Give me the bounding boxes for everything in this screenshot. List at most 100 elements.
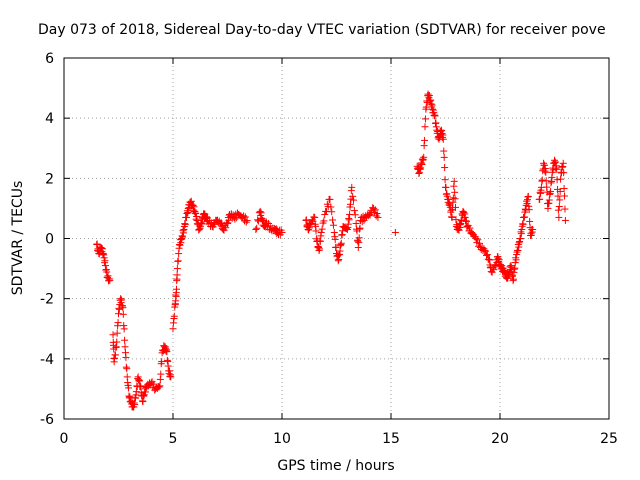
data-point (373, 210, 381, 218)
data-point (421, 136, 429, 144)
y-tick-label: 2 (45, 171, 54, 187)
data-point (370, 204, 378, 212)
data-point (525, 206, 533, 214)
data-point (326, 195, 334, 203)
data-point (554, 206, 562, 214)
y-tick-label: 0 (45, 232, 54, 248)
data-point (332, 243, 340, 251)
data-point (555, 202, 563, 210)
data-point (170, 312, 178, 320)
data-point (421, 115, 429, 123)
data-point (371, 206, 379, 214)
data-point (452, 203, 460, 211)
data-point (318, 225, 326, 233)
data-point (120, 325, 128, 333)
data-point (440, 153, 448, 161)
data-point (441, 164, 449, 172)
data-point (172, 285, 180, 293)
chart-title: Day 073 of 2018, Sidereal Day-to-day VTE… (38, 22, 606, 38)
data-point (337, 239, 345, 247)
x-tick-label: 20 (491, 431, 509, 447)
data-point (561, 192, 569, 200)
data-point (556, 196, 564, 204)
data-point (329, 221, 337, 229)
data-point (529, 225, 537, 233)
data-point (179, 233, 187, 241)
data-point (317, 228, 325, 236)
data-point (526, 217, 534, 225)
data-point (554, 192, 562, 200)
data-point (155, 383, 163, 391)
data-point (167, 373, 175, 381)
data-point (113, 338, 121, 346)
data-point (536, 195, 544, 203)
data-point (121, 336, 129, 344)
data-point (114, 319, 122, 327)
data-point (355, 234, 363, 242)
data-point (364, 212, 372, 220)
data-point (121, 343, 129, 351)
data-point (450, 177, 458, 185)
data-point (254, 216, 262, 224)
data-point (131, 401, 139, 409)
x-tick-label: 10 (273, 431, 291, 447)
y-axis-label: SDTVAR / TECUs (10, 181, 26, 296)
data-point (556, 187, 564, 195)
data-point (555, 213, 563, 221)
data-point (349, 192, 357, 200)
data-point (356, 224, 364, 232)
data-point (350, 196, 358, 204)
data-point (253, 224, 261, 232)
data-point (391, 228, 399, 236)
y-tick-label: 6 (45, 51, 54, 67)
data-point (439, 135, 447, 143)
data-point (174, 257, 182, 265)
data-point (243, 216, 251, 224)
data-point (351, 211, 359, 219)
data-point (466, 224, 474, 232)
data-point (542, 168, 550, 176)
data-point (560, 185, 568, 193)
data-point (343, 225, 351, 233)
data-point (420, 153, 428, 161)
data-point (163, 348, 171, 356)
data-point (321, 210, 329, 218)
data-point (447, 206, 455, 214)
data-point (198, 220, 206, 228)
data-point (173, 271, 181, 279)
data-point (241, 213, 249, 221)
data-series (93, 90, 569, 411)
plot-frame (63, 57, 610, 420)
y-tick-label: -6 (40, 412, 54, 428)
data-point (125, 384, 133, 392)
data-point (315, 245, 323, 253)
grid (64, 58, 609, 419)
data-point (348, 183, 356, 191)
data-point (472, 235, 480, 242)
data-point (538, 176, 546, 184)
data-point (156, 382, 164, 390)
data-point (449, 194, 457, 202)
x-axis-label: GPS time / hours (277, 458, 394, 474)
data-point (173, 265, 181, 273)
data-point (328, 208, 336, 216)
data-point (374, 213, 382, 221)
data-point (451, 195, 459, 203)
data-point (559, 159, 567, 167)
data-point (122, 353, 130, 361)
data-point (561, 216, 569, 224)
data-point (123, 365, 131, 373)
data-point (482, 247, 490, 255)
data-point (440, 147, 448, 155)
data-point (119, 304, 127, 312)
data-point (442, 183, 450, 191)
data-point (252, 225, 260, 233)
data-point (516, 235, 524, 243)
data-point (157, 370, 165, 378)
data-point (158, 358, 166, 366)
data-point (495, 256, 503, 264)
data-point (553, 176, 561, 184)
x-tick-label: 15 (382, 431, 400, 447)
data-point (181, 220, 189, 228)
data-point (231, 215, 239, 223)
